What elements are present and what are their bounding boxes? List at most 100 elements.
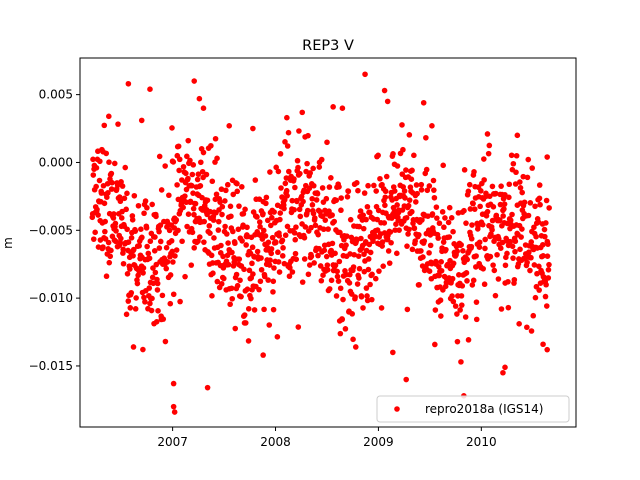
data-point: [139, 234, 145, 241]
data-point: [426, 268, 433, 274]
data-point: [385, 248, 392, 254]
data-point: [461, 167, 468, 173]
x-axis-ticks: 2007 2008 2009 2010: [157, 427, 497, 449]
data-point: [392, 227, 398, 233]
data-point: [526, 249, 532, 256]
data-point: [302, 224, 309, 230]
data-point: [313, 197, 320, 203]
data-point: [125, 298, 132, 304]
data-point: [297, 213, 304, 220]
data-point: [284, 223, 291, 230]
data-point: [458, 293, 465, 299]
data-point: [480, 221, 486, 228]
data-point: [358, 294, 365, 300]
data-point: [491, 267, 498, 274]
data-point: [546, 261, 552, 268]
data-point: [271, 265, 277, 271]
data-point: [262, 233, 269, 239]
data-point: [316, 164, 323, 170]
data-point: [104, 180, 111, 187]
data-point: [355, 253, 362, 259]
data-point: [426, 183, 433, 189]
data-point: [382, 188, 389, 195]
data-point: [194, 176, 201, 183]
data-point: [354, 180, 360, 186]
data-point: [335, 278, 342, 284]
data-point: [458, 302, 465, 308]
data-point: [502, 364, 508, 371]
data-point: [382, 202, 388, 209]
data-point: [482, 245, 488, 252]
data-point: [252, 177, 259, 183]
data-point: [333, 197, 340, 204]
data-point: [461, 207, 467, 214]
data-point: [227, 203, 234, 210]
data-point: [100, 244, 106, 250]
data-point: [173, 247, 180, 253]
data-point: [465, 337, 472, 343]
data-point: [128, 235, 135, 241]
data-point: [343, 242, 349, 248]
data-point: [531, 262, 538, 268]
data-point: [311, 260, 317, 266]
data-point: [535, 219, 542, 225]
data-point: [324, 267, 331, 273]
data-point: [189, 229, 196, 236]
data-point: [315, 252, 321, 259]
data-point: [344, 194, 351, 200]
data-point: [234, 282, 241, 289]
data-point: [296, 206, 303, 213]
data-point: [140, 270, 146, 276]
data-point: [411, 225, 418, 232]
data-point: [530, 312, 537, 319]
x-tick-label: 2008: [260, 435, 291, 449]
data-point: [94, 206, 100, 213]
data-point: [135, 272, 141, 279]
y-tick-label: −0.015: [29, 359, 73, 373]
data-point: [378, 305, 385, 311]
data-point: [485, 150, 492, 157]
data-point: [524, 324, 530, 331]
data-point: [319, 185, 326, 191]
data-point: [170, 259, 176, 265]
data-point: [546, 205, 552, 211]
data-point: [201, 218, 208, 225]
data-point: [379, 239, 386, 245]
data-point: [167, 300, 174, 307]
data-point: [249, 260, 255, 267]
data-point: [404, 306, 411, 313]
data-point: [257, 223, 263, 230]
data-point: [97, 158, 103, 165]
data-point: [245, 338, 252, 344]
y-tick-label: −0.010: [29, 291, 73, 305]
data-point: [387, 229, 394, 235]
data-point: [403, 167, 409, 173]
data-point: [159, 292, 166, 299]
data-point: [268, 246, 275, 252]
data-point: [449, 275, 456, 282]
data-point: [524, 174, 531, 181]
data-point: [300, 198, 306, 205]
data-point: [427, 242, 434, 249]
data-point: [355, 187, 361, 194]
data-point: [470, 200, 476, 207]
data-point: [380, 263, 387, 269]
data-point: [248, 295, 254, 302]
data-point: [244, 224, 250, 231]
data-point: [323, 253, 330, 260]
data-point: [324, 262, 331, 268]
data-point: [242, 320, 249, 326]
data-point: [198, 159, 204, 166]
data-point: [540, 341, 546, 348]
data-point: [370, 238, 376, 245]
data-point: [144, 243, 150, 250]
data-point: [463, 220, 469, 226]
data-point: [481, 156, 487, 162]
data-point: [366, 241, 373, 248]
data-point: [429, 211, 436, 217]
data-point: [544, 154, 550, 160]
data-point: [513, 169, 519, 176]
data-point: [542, 293, 549, 300]
data-point: [489, 227, 495, 233]
data-point: [418, 248, 424, 254]
